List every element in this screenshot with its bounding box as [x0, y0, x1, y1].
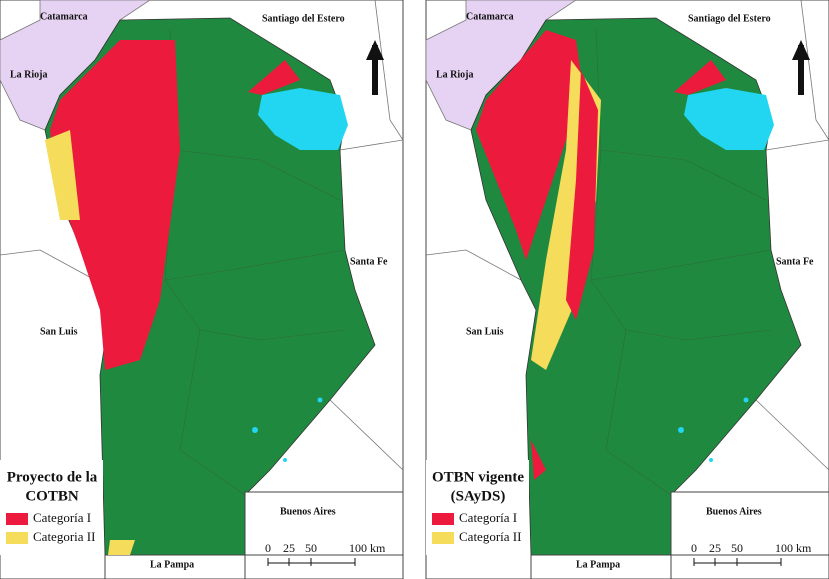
legend-title: (SAyDS) — [451, 488, 506, 504]
panel-right: Catamarca Santiago del Estero La Rioja Sant… — [425, 0, 829, 579]
panel-left: Catamarca Santiago del Estero La Rioja Sant… — [0, 0, 404, 579]
category-patches — [45, 40, 180, 555]
scale-label: 25 — [283, 541, 295, 555]
place-label: Santiago del Estero — [688, 13, 771, 24]
scale-label: 0 — [265, 541, 271, 555]
place-label: San Luis — [40, 326, 78, 337]
place-label: Catamarca — [40, 11, 88, 22]
place-label: La Pampa — [576, 559, 620, 570]
place-label: Buenos Aires — [280, 506, 336, 517]
place-label: Buenos Aires — [706, 506, 762, 517]
legend-swatch — [432, 532, 454, 544]
legend-label: Categoría I — [459, 510, 517, 525]
legend-swatch — [6, 513, 28, 525]
place-label: Santa Fe — [776, 256, 814, 267]
place-label: La Rioja — [436, 69, 474, 80]
legend-title: Proyecto de la — [7, 469, 98, 485]
legend-label: Categoría II — [459, 529, 521, 544]
scale-label: 100 km — [775, 541, 812, 555]
scale-label: 25 — [709, 541, 721, 555]
scale-label: 0 — [691, 541, 697, 555]
place-label: Catamarca — [466, 11, 514, 22]
legend-title: COTBN — [25, 488, 79, 504]
category-patches — [476, 30, 601, 480]
legend-title: OTBN vigente — [432, 469, 524, 485]
place-label: Santa Fe — [350, 256, 388, 267]
place-label: La Pampa — [150, 559, 194, 570]
place-label: La Rioja — [10, 69, 48, 80]
scale-label: 50 — [731, 541, 743, 555]
legend-swatch — [6, 532, 28, 544]
place-label: Santiago del Estero — [262, 13, 345, 24]
scale-label: 100 km — [349, 541, 386, 555]
legend-label: Categoría I — [33, 510, 91, 525]
legend-swatch — [432, 513, 454, 525]
legend-label: Categoria II — [33, 529, 95, 544]
place-label: San Luis — [466, 326, 504, 337]
scale-label: 50 — [305, 541, 317, 555]
